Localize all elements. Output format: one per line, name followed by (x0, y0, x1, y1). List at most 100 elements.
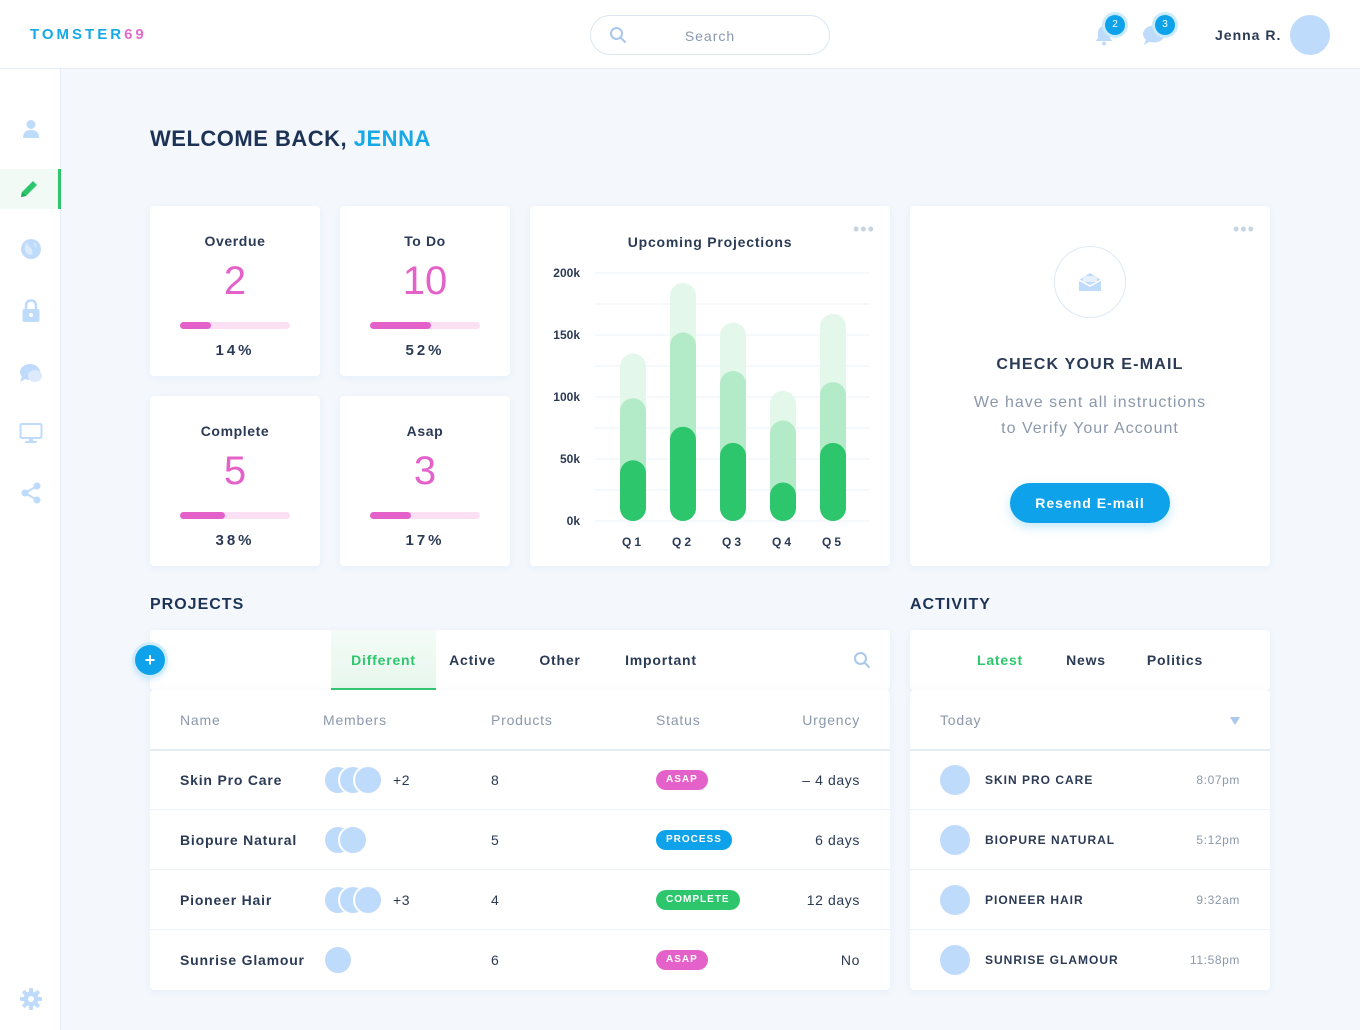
messages-button[interactable]: 3 (1142, 15, 1175, 51)
bar-q3-layer-2[interactable] (720, 442, 746, 521)
sidebar-item-globe[interactable] (0, 229, 61, 269)
column-header-name[interactable]: Name (180, 712, 221, 728)
column-header-members[interactable]: Members (323, 712, 387, 728)
project-name[interactable]: Sunrise Glamour (180, 952, 305, 968)
sidebar-item-display[interactable] (0, 413, 61, 453)
stat-progress-fill (370, 512, 411, 519)
sidebar-item-share[interactable] (0, 473, 61, 513)
projects-search-icon[interactable] (853, 651, 871, 674)
activity-name: SUNRISE GLAMOUR (985, 953, 1119, 967)
bar-q4-layer-2[interactable] (770, 482, 796, 521)
user-avatar[interactable] (1290, 15, 1330, 55)
member-extra-count: +2 (393, 772, 411, 788)
share-icon (21, 482, 40, 504)
bar-q1-layer-2[interactable] (620, 460, 646, 521)
table-row[interactable]: Biopure Natural 5 PROCESS 6 days (150, 810, 890, 870)
list-item[interactable]: BIOPURE NATURAL 5:12pm (910, 810, 1270, 870)
projects-title: PROJECTS (150, 596, 245, 613)
activity-time: 8:07pm (1196, 773, 1240, 787)
product-count: 4 (491, 892, 500, 908)
pencil-icon (21, 181, 37, 197)
logo-number: 69 (124, 26, 147, 43)
more-options-icon[interactable]: ••• (853, 219, 875, 239)
envelope-badge (1054, 246, 1126, 318)
table-row[interactable]: Skin Pro Care +2 8 ASAP – 4 days (150, 750, 890, 810)
activity-time: 9:32am (1196, 893, 1240, 907)
table-row[interactable]: Sunrise Glamour 6 ASAP No (150, 930, 890, 990)
member-avatar[interactable] (353, 765, 383, 795)
bar-q5-layer-2[interactable] (820, 442, 846, 521)
activity-filter-dropdown[interactable]: Today (940, 690, 1240, 750)
status-badge: PROCESS (656, 830, 732, 850)
logo-text: TOMSTER (30, 26, 125, 43)
tab-other[interactable]: Other (539, 652, 581, 668)
stat-card-overdue[interactable]: Overdue 2 14% (150, 206, 320, 376)
bar-q2-layer-2[interactable] (670, 426, 696, 521)
list-item[interactable]: PIONEER HAIR 9:32am (910, 870, 1270, 930)
more-options-icon[interactable]: ••• (1233, 219, 1255, 239)
x-tick-label: Q5 (822, 535, 844, 549)
stat-title: To Do (404, 233, 446, 249)
list-item[interactable]: SUNRISE GLAMOUR 11:58pm (910, 930, 1270, 990)
member-avatar[interactable] (323, 945, 353, 975)
stat-progress-bar (180, 512, 290, 519)
activity-avatar (940, 885, 970, 915)
product-count: 5 (491, 832, 500, 848)
column-header-products[interactable]: Products (491, 712, 553, 728)
project-name[interactable]: Skin Pro Care (180, 772, 283, 788)
tab-active[interactable]: Active (449, 652, 496, 668)
member-avatar[interactable] (338, 825, 368, 855)
stat-value: 3 (413, 449, 437, 493)
sidebar-item-profile[interactable] (0, 109, 61, 149)
stat-card-complete[interactable]: Complete 5 38% (150, 396, 320, 566)
projections-chart: 200k 150k 100k 50k 0k Q1 Q2 Q3 Q4 Q5 (553, 266, 870, 549)
activity-avatar (940, 765, 970, 795)
tab-latest[interactable]: Latest (976, 652, 1024, 668)
tab-news[interactable]: News (1066, 652, 1106, 668)
activity-name: SKIN PRO CARE (985, 773, 1094, 787)
top-header: TOMSTER69 Search 2 3 Jenna R. (0, 0, 1360, 69)
resend-email-button[interactable]: Resend E-mail (1010, 483, 1170, 523)
project-name[interactable]: Biopure Natural (180, 832, 298, 848)
tab-politics[interactable]: Politics (1146, 652, 1204, 668)
stat-title: Overdue (204, 233, 266, 249)
stat-percent: 17% (405, 532, 445, 549)
email-title: CHECK YOUR E-MAIL (996, 356, 1184, 373)
sidebar-item-edit[interactable] (0, 169, 61, 209)
stat-percent: 52% (405, 342, 445, 359)
sidebar-item-messages[interactable] (0, 353, 61, 393)
user-name[interactable]: Jenna R. (1215, 27, 1282, 43)
app-logo[interactable]: TOMSTER69 (30, 26, 147, 43)
y-tick-label: 0k (567, 514, 581, 528)
projects-table: Name Members Products Status Urgency Ski… (150, 690, 890, 990)
project-name[interactable]: Pioneer Hair (180, 892, 273, 908)
product-count: 6 (491, 952, 500, 968)
activity-avatar (940, 945, 970, 975)
table-row[interactable]: Pioneer Hair +3 4 COMPLETE 12 days (150, 870, 890, 930)
search-input[interactable]: Search (590, 15, 830, 55)
y-tick-label: 50k (560, 452, 580, 466)
sidebar-item-settings[interactable] (0, 979, 61, 1019)
member-avatar[interactable] (353, 885, 383, 915)
projects-tabs: Different Active Other Important (150, 630, 890, 690)
sidebar-item-security[interactable] (0, 291, 61, 331)
urgency-value: 6 days (815, 832, 860, 848)
stat-card-todo[interactable]: To Do 10 52% (340, 206, 510, 376)
stat-progress-bar (370, 322, 480, 329)
notifications-button[interactable]: 2 (1093, 15, 1125, 51)
x-tick-label: Q3 (722, 535, 744, 549)
column-header-urgency[interactable]: Urgency (802, 712, 860, 728)
email-message-line-1: We have sent all instructions (973, 394, 1207, 411)
stat-value: 10 (402, 259, 448, 303)
urgency-value: No (840, 952, 860, 968)
tab-important[interactable]: Important (625, 652, 697, 668)
product-count: 8 (491, 772, 500, 788)
list-item[interactable]: SKIN PRO CARE 8:07pm (910, 750, 1270, 810)
activity-name: BIOPURE NATURAL (985, 833, 1116, 847)
add-project-button[interactable]: + (135, 645, 165, 675)
tab-different[interactable]: Different (331, 630, 436, 690)
notifications-badge: 2 (1105, 15, 1125, 35)
column-header-status[interactable]: Status (656, 712, 701, 728)
stat-card-asap[interactable]: Asap 3 17% (340, 396, 510, 566)
messages-badge: 3 (1155, 15, 1175, 35)
